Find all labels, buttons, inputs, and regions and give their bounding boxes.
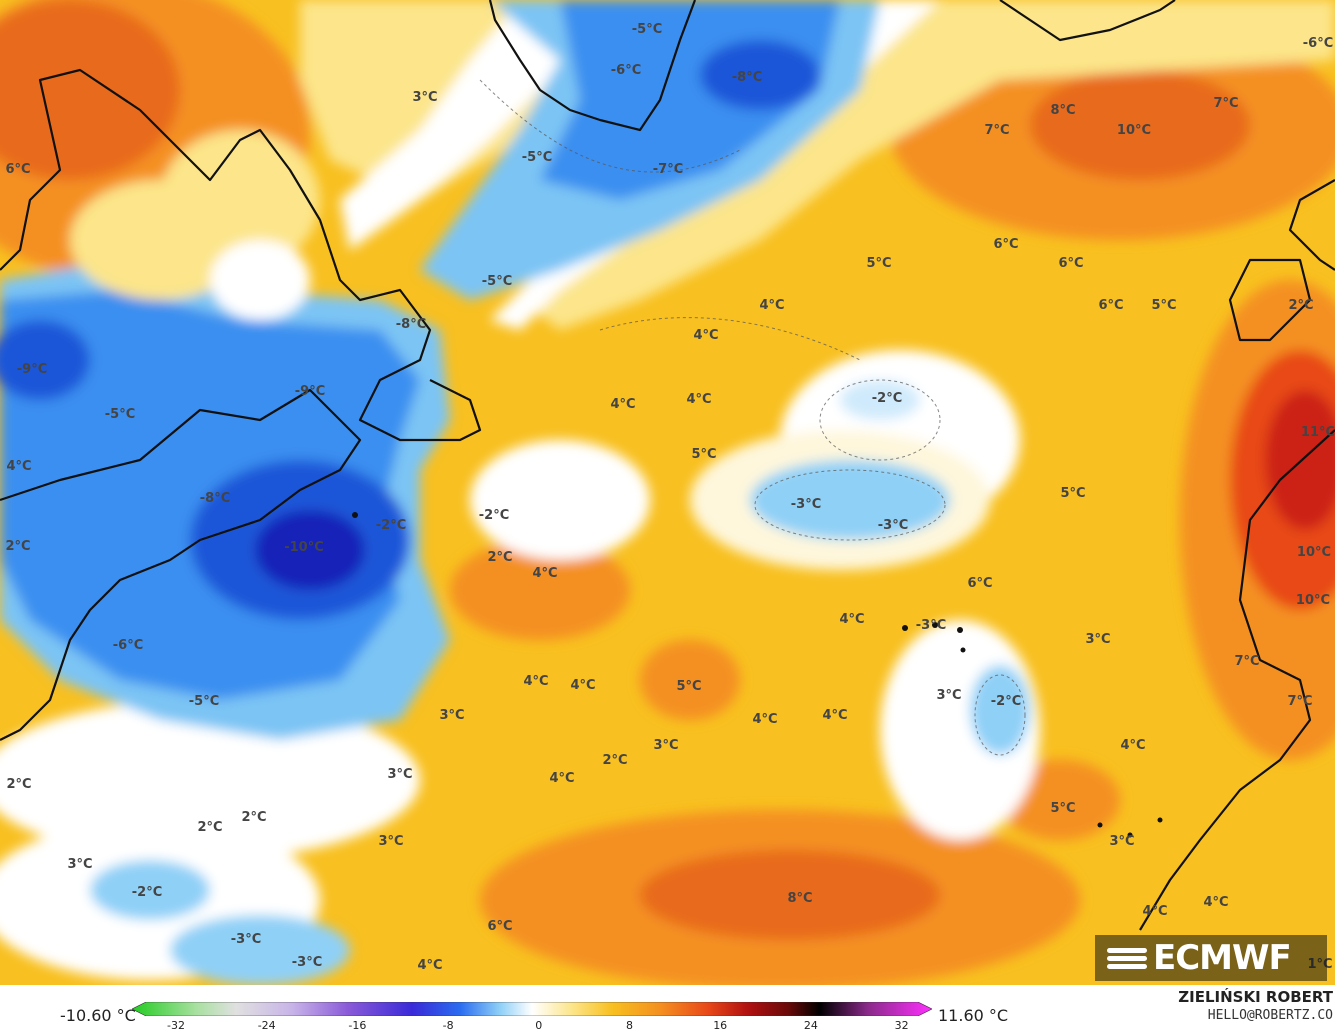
temperature-label: -5°C [632,22,662,37]
temperature-label: 3°C [653,738,678,753]
temperature-label: -9°C [17,362,47,377]
temperature-label: 4°C [1142,904,1167,919]
temperature-label: 5°C [1050,801,1075,816]
temperature-label: 3°C [936,688,961,703]
temperature-label: -8°C [396,317,426,332]
temperature-label: 3°C [67,857,92,872]
temperature-label: 5°C [691,447,716,462]
temperature-label: 10°C [1297,545,1331,560]
temperature-label: 4°C [417,958,442,973]
temperature-label: 5°C [676,679,701,694]
temperature-label: 4°C [570,678,595,693]
temperature-label: -3°C [791,497,821,512]
temperature-label: 4°C [1120,738,1145,753]
temperature-label: -2°C [479,508,509,523]
temperature-label: 4°C [686,392,711,407]
temperature-label: -5°C [482,274,512,289]
temperature-label: 6°C [993,237,1018,252]
temperature-label: 3°C [378,834,403,849]
temperature-label: 4°C [523,674,548,689]
colorbar-tick: 0 [535,1019,543,1032]
ecmwf-logo-text: ECMWF [1153,938,1292,978]
temperature-label: -3°C [878,518,908,533]
colorbar-tick: 24 [803,1019,818,1032]
temperature-label: 7°C [984,123,1009,138]
colorbar-tick: -24 [257,1019,276,1032]
temperature-label: 4°C [6,459,31,474]
temperature-label: 7°C [1213,96,1238,111]
colorbar-tick: -16 [348,1019,367,1032]
temperature-label: 2°C [487,550,512,565]
temperature-label: 5°C [1060,486,1085,501]
temperature-label: -3°C [292,955,322,970]
temperature-label: 2°C [241,810,266,825]
temperature-label: -5°C [522,150,552,165]
ecmwf-logo-icon [1107,945,1147,971]
temperature-label: 4°C [759,298,784,313]
temperature-label: -3°C [231,932,261,947]
temperature-label: -8°C [732,70,762,85]
temperature-label: 8°C [1050,103,1075,118]
temperature-label: -2°C [132,885,162,900]
temperature-label: 3°C [1109,834,1134,849]
temperature-label: 10°C [1117,123,1151,138]
temperature-label: 4°C [752,712,777,727]
temperature-label: 3°C [412,90,437,105]
temperature-label: 4°C [839,612,864,627]
temperature-label: 3°C [1085,632,1110,647]
temperature-label: 5°C [866,256,891,271]
colorbar-tick: 32 [894,1019,909,1032]
temperature-label: -10°C [284,540,324,555]
temperature-label: -5°C [105,407,135,422]
temperature-label: 10°C [1296,593,1330,608]
temperature-label: -6°C [1303,36,1333,51]
temperature-label: -3°C [916,618,946,633]
temperature-label: 2°C [6,777,31,792]
temperature-label: -2°C [376,518,406,533]
temperature-label: 4°C [532,566,557,581]
temperature-label: 2°C [1288,298,1313,313]
colorbar-tick: 8 [626,1019,633,1032]
temperature-label: 4°C [1203,895,1228,910]
temperature-label: -8°C [200,491,230,506]
temperature-label: 6°C [1058,256,1083,271]
temperature-label: 3°C [439,708,464,723]
temperature-label: 4°C [549,771,574,786]
temperature-label: 6°C [5,162,30,177]
temperature-label: -5°C [189,694,219,709]
temperature-label: 4°C [693,328,718,343]
colorbar-tick: 16 [713,1019,728,1032]
temperature-label: 7°C [1287,694,1312,709]
ecmwf-logo: ECMWF [1095,935,1327,981]
colorbar-tick: -8 [442,1019,454,1032]
temperature-anomaly-map: 3°C -5°C -6°C -8°C -7°C -5°C 6°C -5°C -8°C -9°C -9… [0,0,1335,985]
temperature-label: 7°C [1234,654,1259,669]
temperature-label: 5°C [1151,298,1176,313]
temperature-label: 4°C [610,397,635,412]
temperature-label: -9°C [295,384,325,399]
author-credit: ZIELIŃSKI ROBERT HELLO@ROBERTZ.CO [1178,988,1333,1023]
temperature-label: -6°C [113,638,143,653]
temperature-label: -2°C [991,694,1021,709]
temperature-label: -6°C [611,63,641,78]
author-name: ZIELIŃSKI ROBERT [1178,988,1333,1006]
temperature-label: 4°C [822,708,847,723]
author-email: HELLO@ROBERTZ.CO [1207,1008,1333,1023]
temperature-label: -7°C [653,162,683,177]
temperature-colorbar [132,1002,932,1016]
temperature-label: 3°C [387,767,412,782]
temperature-label: 6°C [1098,298,1123,313]
temperature-label: 2°C [197,820,222,835]
temperature-label: 11°C [1301,425,1335,440]
temperature-label: 2°C [5,539,30,554]
temperature-label: 8°C [787,891,812,906]
temperature-label: -2°C [872,391,902,406]
colorbar-max-label: 11.60 °C [938,1006,1009,1025]
temperature-label: 2°C [602,753,627,768]
colorbar-tick: -32 [167,1019,185,1032]
temperature-label: 6°C [487,919,512,934]
temperature-label: 6°C [967,576,992,591]
colorbar-min-label: -10.60 °C [60,1006,136,1025]
